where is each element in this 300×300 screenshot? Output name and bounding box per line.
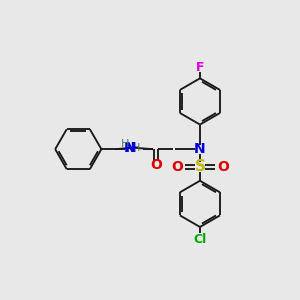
Text: S: S <box>194 159 206 174</box>
Text: H: H <box>121 139 129 149</box>
Text: O: O <box>150 158 162 172</box>
Text: H: H <box>132 143 140 153</box>
Text: N: N <box>125 141 136 155</box>
Text: N: N <box>123 141 135 155</box>
Text: O: O <box>171 160 183 174</box>
Text: N: N <box>194 142 206 156</box>
Text: O: O <box>217 160 229 174</box>
Text: Cl: Cl <box>193 233 207 246</box>
Text: F: F <box>196 61 204 74</box>
